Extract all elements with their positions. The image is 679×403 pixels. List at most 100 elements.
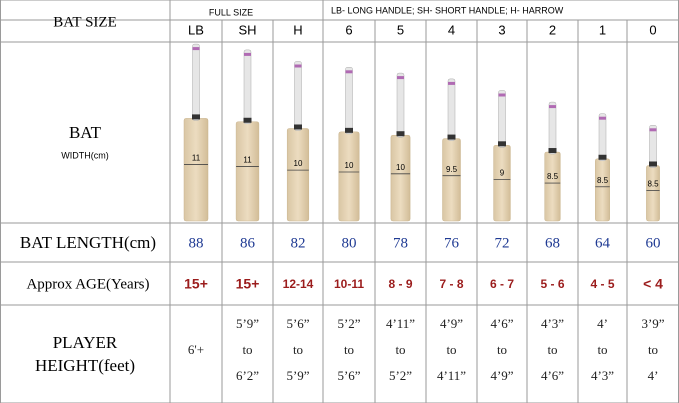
player-height: to [293, 342, 303, 357]
bat-neck [498, 141, 506, 147]
age-range: 6 - 7 [490, 277, 514, 291]
row-label: BAT LENGTH(cm) [20, 233, 156, 252]
bat-length: 68 [545, 235, 560, 251]
bat-length: 78 [393, 235, 408, 251]
bat-width: 9 [500, 168, 505, 177]
bat-width: 11 [192, 154, 201, 163]
player-height: 6'+ [188, 342, 204, 357]
bat-blade [544, 151, 561, 222]
bat-length: 82 [291, 235, 306, 251]
bat [183, 43, 209, 222]
bat-handle [598, 113, 607, 162]
age-range: 7 - 8 [439, 277, 463, 291]
player-height: 4’9” [440, 316, 463, 331]
row-label: Approx AGE(Years) [26, 276, 149, 292]
group-label: FULL SIZE [209, 7, 253, 17]
age-range: 5 - 6 [540, 277, 564, 291]
player-height: 4’6” [541, 368, 564, 383]
bat-grip-band [599, 116, 606, 120]
bat-grip-band [397, 76, 404, 80]
player-height: 5’9” [236, 316, 259, 331]
size-label: H [293, 22, 302, 37]
row-label: HEIGHT(feet) [35, 356, 135, 375]
bat [646, 125, 660, 222]
player-height: 5’6” [337, 368, 360, 383]
bat-length: 86 [240, 235, 256, 251]
bat-width: 10 [345, 161, 354, 170]
bat-blade [390, 134, 411, 222]
bat-neck [649, 161, 657, 167]
bat-neck [598, 154, 607, 160]
size-label: 0 [649, 22, 656, 37]
bat-neck [243, 117, 252, 123]
bat-width: 8.5 [647, 180, 659, 189]
player-height: to [597, 342, 607, 357]
bat-handle [396, 72, 405, 138]
age-range: 12-14 [283, 277, 314, 291]
bat-neck [447, 134, 456, 140]
bat-handle [192, 43, 200, 121]
size-label: 2 [549, 22, 556, 37]
size-label: 5 [397, 22, 404, 37]
bat-handle [548, 101, 557, 155]
bat-blade [595, 158, 610, 222]
age-range: < 4 [643, 276, 663, 292]
bat-handle [498, 90, 506, 148]
group-label: LB- LONG HANDLE; SH- SHORT HANDLE; H- HA… [331, 5, 564, 15]
bat [390, 72, 411, 222]
bat-neck [192, 114, 200, 120]
player-height: to [395, 342, 405, 357]
size-label: 6 [345, 22, 352, 37]
bat-grip-band [345, 70, 353, 74]
bat-length: 88 [189, 235, 204, 251]
player-height: 4’ [597, 316, 608, 331]
bat [338, 67, 360, 222]
bat-neck [294, 124, 302, 130]
bat-width: 11 [243, 156, 252, 165]
bat-handle [345, 67, 353, 135]
bat-length: 76 [444, 235, 460, 251]
player-height: to [344, 342, 354, 357]
bat-neck [345, 127, 353, 133]
bat [595, 113, 610, 222]
player-height: 5’2” [389, 368, 412, 383]
bat [442, 78, 461, 222]
bat-width: 10 [294, 159, 303, 168]
bat-width: 8.5 [547, 172, 559, 181]
player-height: to [497, 342, 507, 357]
bat-handle [447, 78, 456, 141]
size-label: SH [238, 22, 256, 37]
player-height: 4’11” [386, 316, 415, 331]
player-height: 4’6” [490, 316, 513, 331]
bat-handle [294, 61, 302, 131]
bat-grip-band [294, 64, 302, 68]
row-label: PLAYER [53, 333, 118, 352]
bat-neck [396, 131, 405, 137]
player-height: 4’ [648, 368, 659, 383]
player-height: 4’9” [490, 368, 513, 383]
player-height: to [242, 342, 252, 357]
row-label: BAT SIZE [53, 14, 116, 30]
bat-neck [548, 148, 557, 154]
bat-width: 10 [396, 163, 405, 172]
player-height: to [648, 342, 658, 357]
age-range: 15+ [184, 276, 208, 292]
bat-handle [243, 49, 252, 125]
bat-width: 8.5 [597, 176, 609, 185]
bat-grip-band [649, 128, 657, 132]
player-height: 5’2” [337, 316, 360, 331]
bat-blade [338, 131, 360, 222]
size-label: 1 [599, 22, 606, 37]
player-height: 4’11” [437, 368, 466, 383]
bat-length: 72 [495, 235, 510, 251]
bat-blade [493, 145, 511, 222]
player-height: to [547, 342, 557, 357]
player-height: 4’3” [591, 368, 614, 383]
bat-grip-band [498, 93, 506, 97]
bat-blade [235, 121, 260, 222]
bat-blade [183, 118, 209, 222]
size-label: 4 [448, 22, 455, 37]
age-range: 8 - 9 [388, 277, 412, 291]
